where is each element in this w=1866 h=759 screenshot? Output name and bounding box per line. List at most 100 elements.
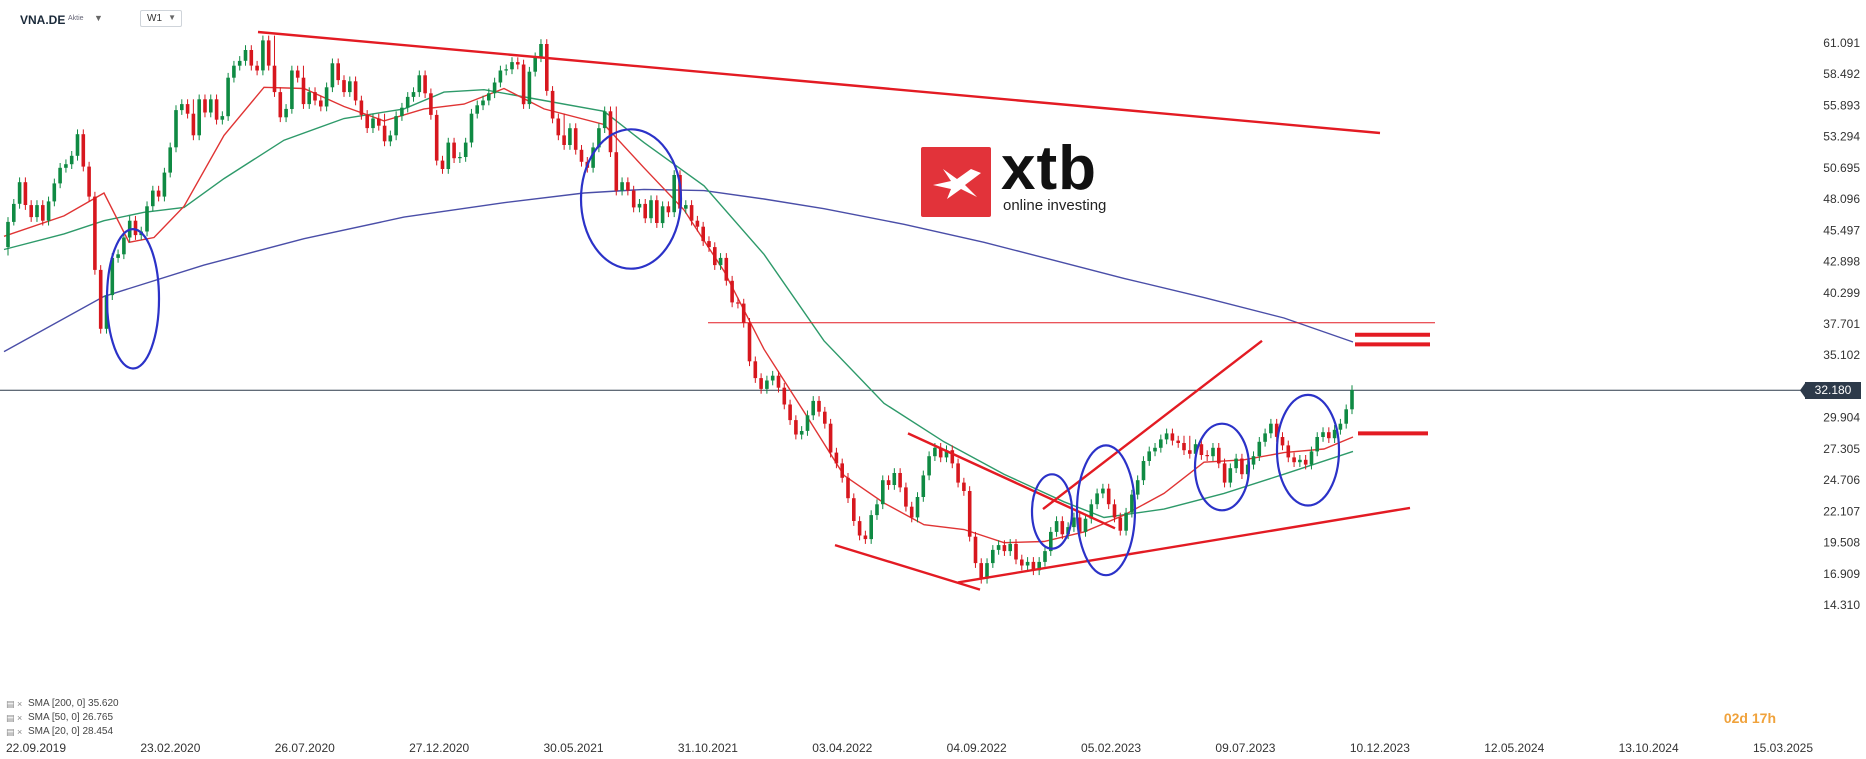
candle bbox=[1234, 453, 1238, 473]
candle bbox=[400, 102, 404, 121]
candle bbox=[1309, 446, 1314, 470]
y-tick-label: 22.107 bbox=[1823, 504, 1860, 518]
candle bbox=[69, 151, 74, 169]
close-icon[interactable]: × bbox=[17, 699, 23, 709]
candle-body bbox=[434, 114, 439, 161]
candle-body bbox=[915, 497, 920, 518]
indicator-legend: ▤ × SMA [200, 0] 35.620 ▤ × SMA [50, 0] 26.7… bbox=[6, 697, 119, 739]
candle bbox=[405, 92, 410, 113]
close-icon[interactable]: × bbox=[17, 727, 23, 737]
candle-body bbox=[261, 40, 265, 71]
candle bbox=[1222, 458, 1227, 488]
candle-body bbox=[151, 190, 155, 207]
candle bbox=[909, 501, 914, 523]
candle bbox=[290, 65, 294, 114]
candle-body bbox=[655, 200, 659, 223]
candle-body bbox=[545, 44, 549, 91]
candle-body bbox=[1327, 432, 1331, 439]
candle-body bbox=[220, 116, 225, 120]
candle bbox=[319, 95, 323, 112]
candle bbox=[701, 221, 705, 246]
candle bbox=[956, 458, 960, 488]
candle-body bbox=[209, 99, 213, 113]
close-icon[interactable]: × bbox=[17, 713, 23, 723]
x-tick-label: 27.12.2020 bbox=[409, 741, 469, 755]
candle-body bbox=[765, 380, 769, 389]
candle bbox=[921, 470, 926, 502]
price-axis[interactable]: 61.091 58.492 55.893 53.294 50.695 48.096 45.4… bbox=[1823, 36, 1860, 612]
candle-body bbox=[991, 549, 995, 564]
candle bbox=[1188, 435, 1192, 459]
y-tick-label: 55.893 bbox=[1823, 98, 1860, 112]
y-tick-label: 19.508 bbox=[1823, 536, 1860, 550]
candle bbox=[342, 75, 346, 97]
y-tick-label: 16.909 bbox=[1823, 567, 1860, 581]
candle bbox=[1147, 446, 1151, 466]
candle-body bbox=[736, 302, 740, 304]
candle-body bbox=[637, 203, 642, 208]
candle bbox=[776, 370, 781, 393]
candle-body bbox=[1054, 521, 1059, 532]
candle-body bbox=[180, 104, 184, 111]
time-axis[interactable]: 22.09.2019 23.02.2020 26.07.2020 27.12.2020… bbox=[6, 741, 1813, 755]
y-tick-label: 29.904 bbox=[1823, 411, 1860, 425]
indicator-row-sma20[interactable]: ▤ × SMA [20, 0] 28.454 bbox=[6, 725, 119, 739]
candle-body bbox=[1350, 390, 1354, 410]
candle-body bbox=[1072, 517, 1076, 528]
candle bbox=[573, 123, 578, 155]
candle bbox=[1286, 440, 1291, 463]
candle-body bbox=[1292, 457, 1296, 463]
candle-body bbox=[411, 92, 416, 97]
x-tick-label: 30.05.2021 bbox=[544, 741, 604, 755]
candle-body bbox=[284, 108, 288, 118]
indicator-settings-icon[interactable]: ▤ bbox=[6, 713, 15, 723]
indicator-row-sma200[interactable]: ▤ × SMA [200, 0] 35.620 bbox=[6, 697, 119, 711]
candle-body bbox=[973, 536, 978, 564]
candle bbox=[516, 57, 520, 70]
symbol-dropdown-icon[interactable]: ▼ bbox=[94, 13, 103, 23]
candle-body bbox=[1234, 458, 1238, 469]
indicator-settings-icon[interactable]: ▤ bbox=[6, 727, 15, 737]
indicator-settings-icon[interactable]: ▤ bbox=[6, 699, 15, 709]
candle-body bbox=[1089, 504, 1094, 519]
candle bbox=[440, 155, 445, 174]
y-tick-label: 37.701 bbox=[1823, 317, 1860, 331]
candle-body bbox=[1118, 517, 1123, 531]
candle-body bbox=[1153, 447, 1157, 452]
candle-body bbox=[423, 75, 427, 94]
candle-body bbox=[776, 375, 781, 388]
symbol-name[interactable]: VNA.DE bbox=[20, 13, 66, 27]
candle-body bbox=[996, 545, 1001, 550]
candle-body bbox=[365, 114, 369, 129]
candle-body bbox=[75, 134, 80, 156]
candle bbox=[278, 87, 283, 123]
candle-body bbox=[1251, 456, 1256, 465]
candle-body bbox=[1176, 440, 1180, 443]
interval-select[interactable]: W1 ▼ bbox=[140, 10, 182, 27]
candle bbox=[799, 426, 804, 440]
indicator-row-sma50[interactable]: ▤ × SMA [50, 0] 26.765 bbox=[6, 711, 119, 725]
candle-body bbox=[1020, 559, 1024, 566]
candle bbox=[1106, 483, 1111, 510]
candle-body bbox=[568, 128, 572, 145]
candle bbox=[1176, 435, 1180, 448]
candle-body bbox=[1170, 433, 1175, 441]
candle bbox=[643, 199, 647, 224]
candle bbox=[1014, 539, 1018, 565]
candle bbox=[1049, 527, 1053, 556]
candle-body bbox=[933, 447, 937, 457]
candle-body bbox=[405, 96, 410, 108]
highlight-circle bbox=[1275, 393, 1341, 507]
candle bbox=[649, 195, 653, 224]
candle-body bbox=[944, 450, 949, 458]
candle-body bbox=[388, 135, 393, 142]
trend-line bbox=[834, 543, 981, 591]
candle-body bbox=[1257, 441, 1262, 457]
candle bbox=[1124, 507, 1128, 536]
candle-body bbox=[631, 190, 636, 208]
candle-body bbox=[185, 104, 190, 114]
candle bbox=[1043, 546, 1047, 567]
candle-body bbox=[533, 57, 537, 72]
candle-body bbox=[487, 93, 491, 101]
